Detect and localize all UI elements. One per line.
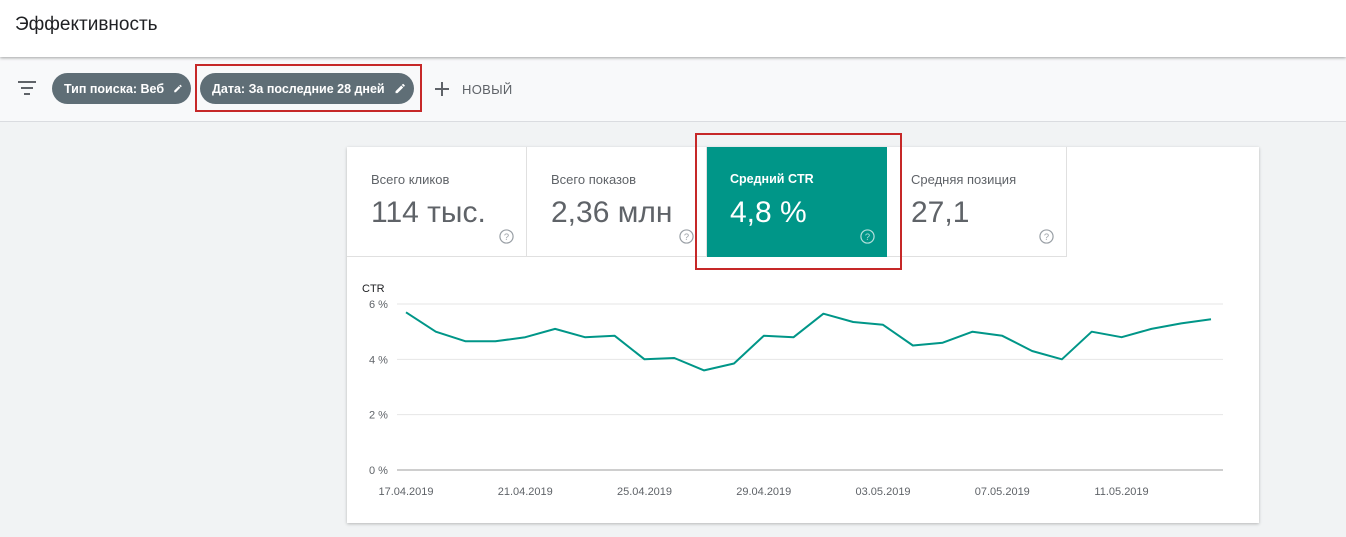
pencil-icon[interactable] [173, 82, 183, 95]
new-filter-button[interactable]: НОВЫЙ [434, 79, 513, 99]
x-tick-label: 29.04.2019 [736, 486, 791, 498]
pencil-icon[interactable] [394, 82, 406, 95]
metric-value: 4,8 % [730, 196, 807, 229]
x-tick-label: 21.04.2019 [498, 486, 553, 498]
metric-value: 114 тыс. [371, 196, 486, 229]
y-tick-label: 0 % [369, 465, 388, 477]
date-chip-label: Дата: За последние 28 дней [212, 81, 385, 96]
x-tick-label: 11.05.2019 [1094, 486, 1148, 498]
date-chip[interactable]: Дата: За последние 28 дней [200, 73, 414, 104]
top-bar: Эффективность [0, 0, 1346, 57]
metric-value: 2,36 млн [551, 196, 673, 229]
plus-icon [435, 82, 449, 96]
svg-text:?: ? [865, 232, 870, 242]
help-icon[interactable]: ? [1039, 229, 1054, 244]
y-tick-label: 4 % [369, 354, 388, 366]
svg-text:?: ? [684, 232, 689, 242]
metric-ctr[interactable]: Средний CTR 4,8 % ? [707, 147, 887, 257]
metric-clicks[interactable]: Всего кликов 114 тыс. ? [347, 147, 527, 257]
metric-label: Средняя позиция [911, 172, 1017, 187]
metric-value: 27,1 [911, 196, 970, 229]
x-tick-label: 25.04.2019 [617, 486, 672, 498]
y-tick-label: 6 % [369, 299, 388, 311]
ctr-chart: CTR 0 % 2 % 4 % 6 % 17.04.2019 21.04.2019 25.04… [362, 283, 1223, 498]
help-icon[interactable]: ? [679, 229, 694, 244]
filter-bar: Тип поиска: Веб Дата: За последние 28 дн… [0, 57, 1346, 122]
help-icon[interactable]: ? [860, 229, 875, 244]
metric-label: Всего показов [551, 172, 636, 187]
performance-card: Всего кликов 114 тыс. ? Всего показов 2,… [347, 147, 1259, 523]
metric-label: Всего кликов [371, 172, 450, 187]
new-filter-label: НОВЫЙ [462, 81, 513, 97]
svg-text:?: ? [1044, 232, 1049, 242]
metric-label: Средний CTR [730, 172, 814, 186]
svg-text:?: ? [504, 232, 509, 242]
help-icon[interactable]: ? [499, 229, 514, 244]
metric-position[interactable]: Средняя позиция 27,1 ? [887, 147, 1067, 257]
x-tick-label: 03.05.2019 [856, 486, 911, 498]
search-type-chip-label: Тип поиска: Веб [64, 81, 165, 96]
x-tick-label: 07.05.2019 [975, 486, 1030, 498]
x-tick-label: 17.04.2019 [378, 486, 433, 498]
y-tick-label: 2 % [369, 410, 388, 422]
metric-impressions[interactable]: Всего показов 2,36 млн ? [527, 147, 707, 257]
y-axis-label: CTR [362, 283, 385, 295]
filter-icon[interactable] [18, 81, 36, 95]
ctr-series-line [405, 311, 1212, 372]
page-title: Эффективность [15, 14, 158, 35]
search-type-chip[interactable]: Тип поиска: Веб [52, 73, 191, 104]
